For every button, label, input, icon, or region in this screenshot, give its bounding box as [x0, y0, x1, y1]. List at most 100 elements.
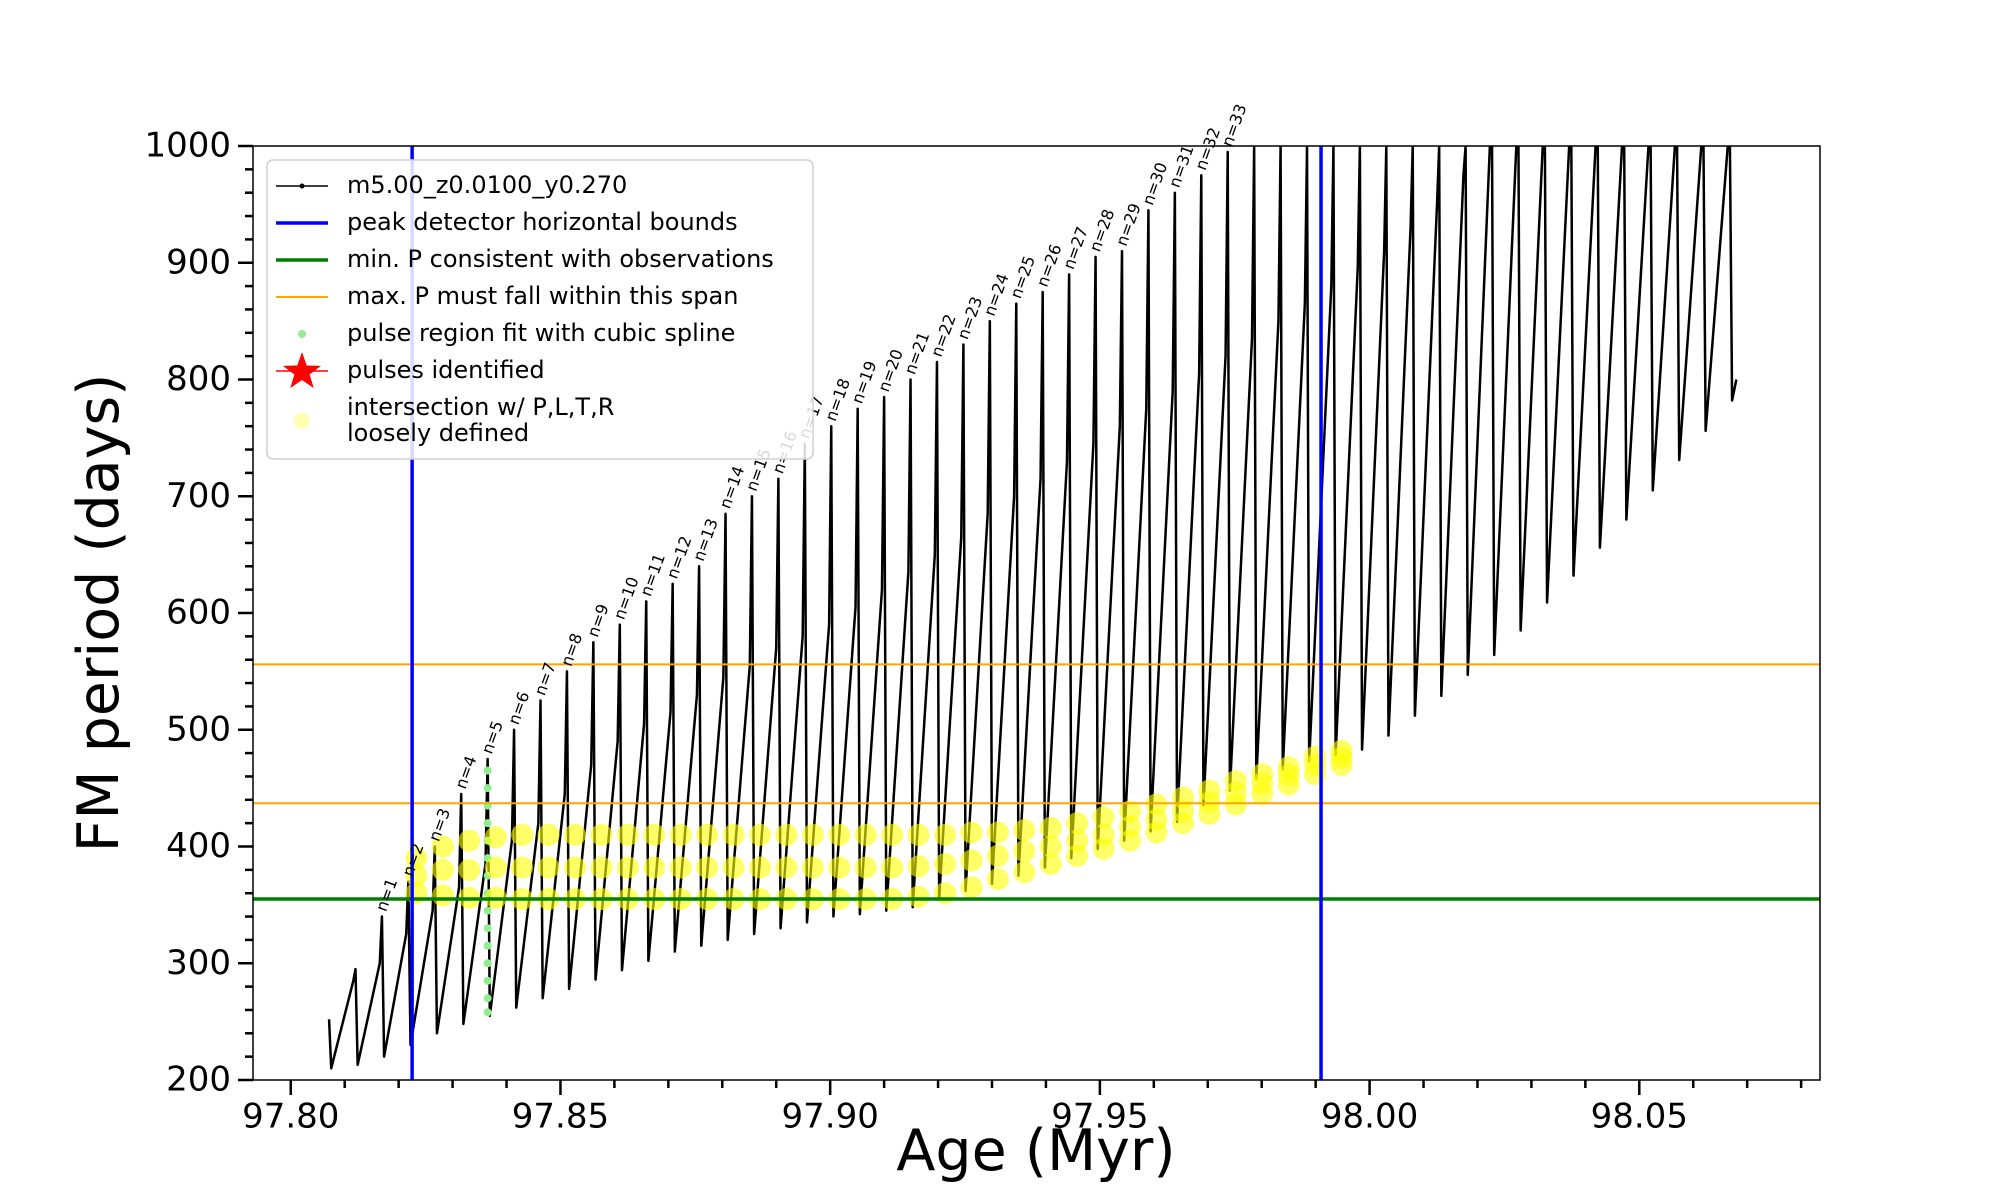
scatter-point [537, 856, 560, 879]
scatter-point [696, 823, 719, 846]
scatter-point [458, 829, 481, 852]
scatter-point [483, 976, 492, 985]
scatter-point [1066, 844, 1089, 867]
scatter-point [1013, 861, 1036, 884]
scatter-point [483, 906, 492, 915]
scatter-point [458, 858, 481, 881]
scatter-point [511, 856, 534, 879]
scatter-point [1013, 840, 1036, 863]
scatter-point [1119, 815, 1142, 838]
scatter-point [722, 823, 745, 846]
scatter-point [1277, 756, 1300, 779]
scatter-point [801, 823, 824, 846]
y-tick-label: 800 [166, 359, 231, 399]
legend-label: pulse region fit with cubic spline [347, 319, 735, 347]
x-tick-label: 97.85 [512, 1097, 609, 1137]
legend-handle [294, 413, 310, 429]
scatter-point [986, 821, 1009, 844]
scatter-point [907, 855, 930, 878]
scatter-point [854, 856, 877, 879]
scatter-point [1066, 829, 1089, 852]
scatter-point [934, 853, 957, 876]
scatter-point [483, 819, 492, 828]
scatter-point [616, 823, 639, 846]
y-tick-label: 1000 [144, 126, 231, 166]
scatter-point [643, 856, 666, 879]
scatter-point [1092, 806, 1115, 829]
scatter-point [696, 856, 719, 879]
scatter-point [1039, 853, 1062, 876]
x-tick-label: 98.05 [1591, 1097, 1688, 1137]
scatter-point [934, 882, 957, 905]
y-tick-label: 700 [166, 476, 231, 516]
scatter-point [881, 856, 904, 879]
scatter-point [483, 959, 492, 968]
scatter-point [960, 849, 983, 872]
scatter-point [669, 856, 692, 879]
scatter-point [483, 994, 492, 1003]
scatter-point [854, 823, 877, 846]
scatter-point [1171, 786, 1194, 809]
y-tick-label: 900 [166, 242, 231, 282]
scatter-point [934, 823, 957, 846]
scatter-point [986, 844, 1009, 867]
scatter-point [1092, 823, 1115, 846]
scatter-point [775, 856, 798, 879]
y-tick-label: 500 [166, 709, 231, 749]
x-tick-label: 97.95 [1051, 1097, 1148, 1137]
scatter-point [669, 823, 692, 846]
scatter-point [775, 823, 798, 846]
scatter-point [1251, 763, 1274, 786]
legend-label: pulses identified [347, 356, 545, 384]
scatter-point [431, 835, 454, 858]
scatter-point [483, 784, 492, 793]
scatter-point [828, 823, 851, 846]
scatter-point [722, 856, 745, 879]
legend-label: m5.00_z0.0100_y0.270 [347, 171, 627, 199]
scatter-point [643, 823, 666, 846]
scatter-point [960, 876, 983, 899]
scatter-point [483, 924, 492, 933]
scatter-point [1198, 779, 1221, 802]
legend-box [266, 159, 814, 460]
scatter-point [1039, 835, 1062, 858]
scatter-point [1304, 745, 1327, 768]
scatter-point [986, 868, 1009, 891]
scatter-point [907, 823, 930, 846]
scatter-point [1066, 812, 1089, 835]
series-line [327, 146, 1738, 1070]
legend-label: min. P consistent with observations [347, 245, 774, 273]
scatter-point [431, 858, 454, 881]
scatter-point [1330, 739, 1353, 762]
scatter-point [881, 823, 904, 846]
scatter-point [907, 885, 930, 908]
scatter-point [483, 941, 492, 950]
scatter-point [801, 856, 824, 879]
y-tick-label: 400 [166, 826, 231, 866]
legend-handle [282, 352, 322, 389]
scatter-point [564, 823, 587, 846]
legend-label: intersection w/ P,L,T,R loosely defined [347, 393, 614, 447]
scatter-point [483, 766, 492, 775]
y-axis-label: FM period (days) [66, 374, 132, 853]
scatter-point [1224, 770, 1247, 793]
scatter-point [1145, 793, 1168, 816]
legend-handle [298, 330, 306, 338]
scatter-point [749, 823, 772, 846]
legend-label: peak detector horizontal bounds [347, 208, 738, 236]
axes: 97.80 97.85 97.90 97.95 98.00 98.05 200 300 400 5… [144, 126, 1821, 1137]
x-axis-label: Age (Myr) [896, 1118, 1175, 1184]
x-tick-label: 97.90 [782, 1097, 879, 1137]
plot-frame [252, 145, 1821, 1081]
scatter-point [590, 856, 613, 879]
scatter-point [537, 823, 560, 846]
plot-area [253, 146, 1820, 1080]
scatter-point [590, 823, 613, 846]
legend-label: max. P must fall within this span [347, 282, 738, 310]
x-tick-label: 98.00 [1321, 1097, 1418, 1137]
y-tick-label: 600 [166, 593, 231, 633]
scatter-point [828, 856, 851, 879]
scatter-point [484, 856, 507, 879]
